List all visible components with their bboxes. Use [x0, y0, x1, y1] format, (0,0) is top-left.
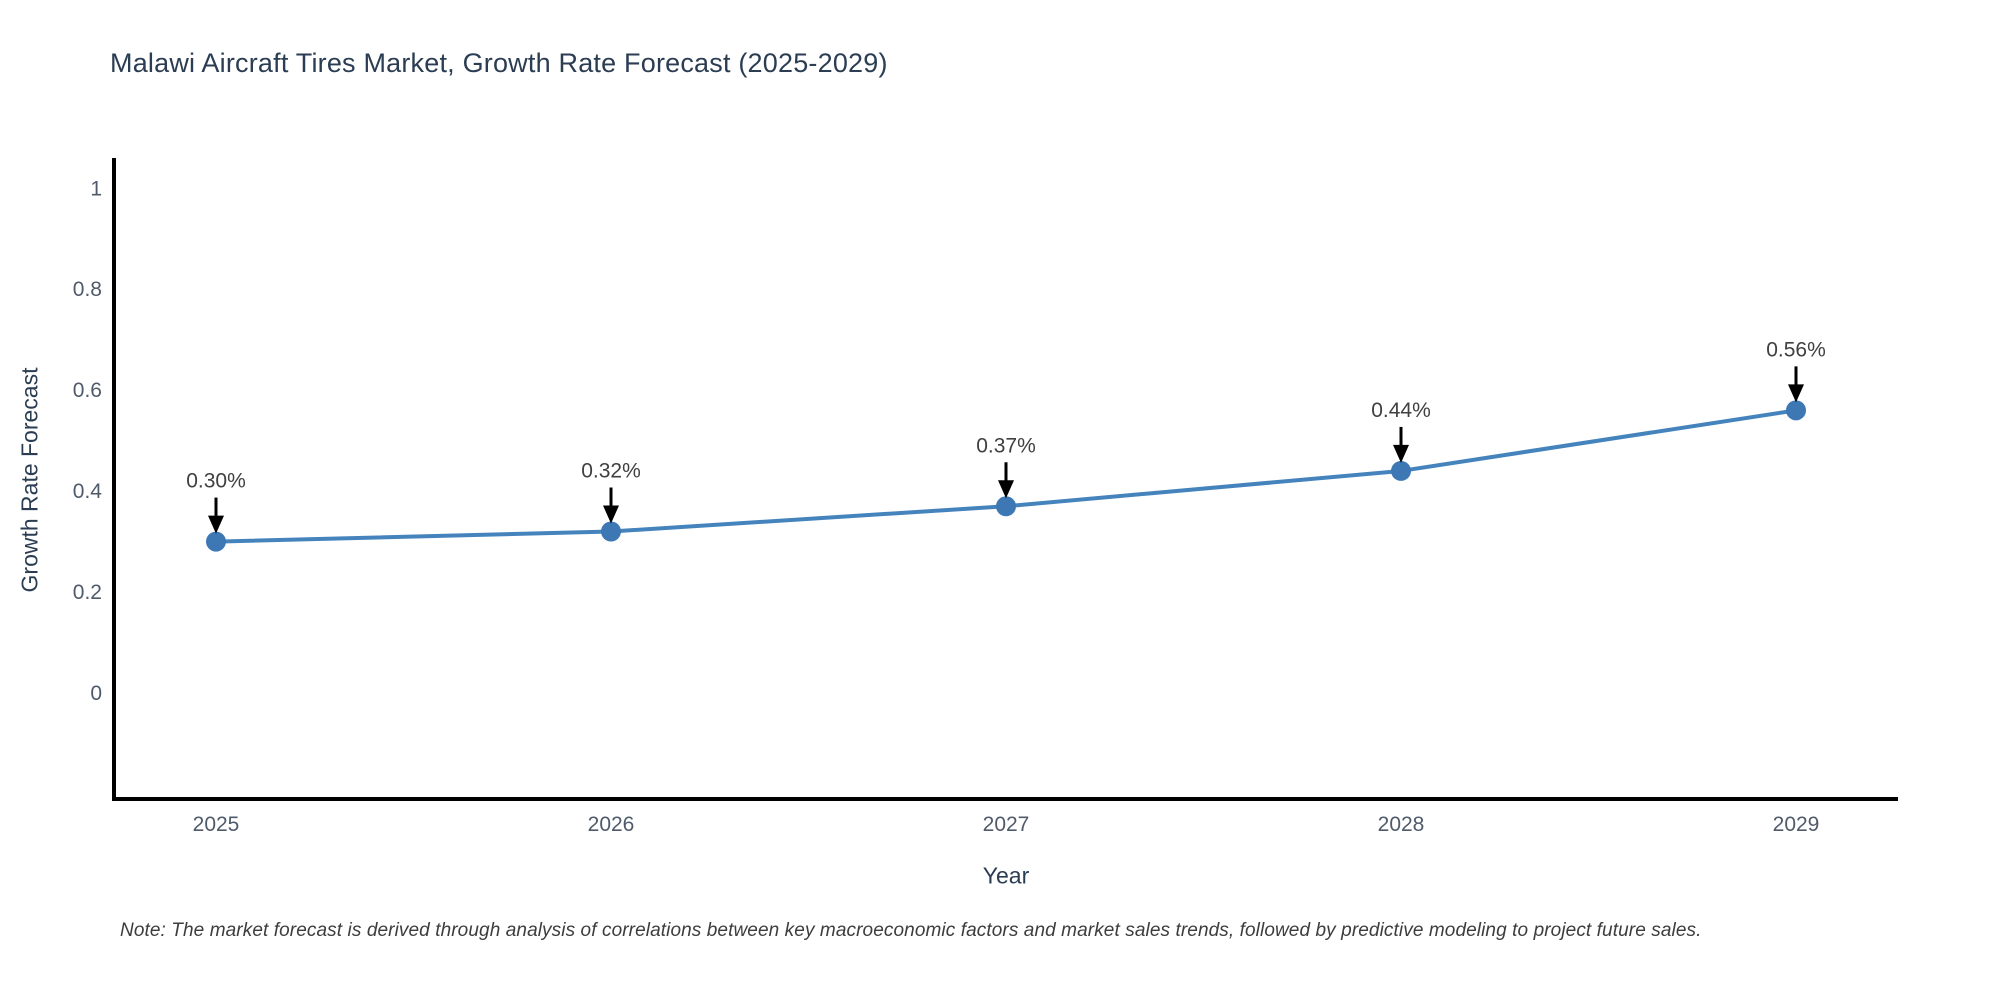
footnote: Note: The market forecast is derived thr… — [120, 920, 1702, 941]
chart-title: Malawi Aircraft Tires Market, Growth Rat… — [110, 48, 888, 78]
data-point-label: 0.37% — [976, 434, 1036, 457]
x-axis-title: Year — [982, 862, 1030, 889]
x-tick-label: 2027 — [983, 813, 1030, 836]
y-tick-label: 0.6 — [73, 379, 102, 402]
data-point-label: 0.30% — [186, 470, 246, 493]
y-tick-label: 0 — [90, 682, 102, 705]
data-point-marker — [1786, 400, 1806, 421]
y-tick-label: 0.2 — [73, 581, 102, 604]
x-tick-label: 2028 — [1378, 813, 1425, 836]
y-tick-label: 0.4 — [73, 480, 103, 503]
axis-spines — [112, 158, 1898, 801]
data-point-label: 0.32% — [581, 459, 641, 482]
data-point-label: 0.56% — [1766, 338, 1826, 361]
data-point-marker — [1391, 460, 1411, 481]
annotation-arrow-head — [1788, 384, 1804, 403]
annotation-arrow-head — [603, 505, 619, 524]
y-tick-label: 1 — [90, 177, 102, 200]
data-point-marker — [996, 496, 1016, 517]
data-point-marker — [601, 521, 621, 542]
data-point-label: 0.44% — [1371, 399, 1431, 422]
annotation-arrow-head — [998, 480, 1014, 499]
y-tick-label: 0.8 — [73, 278, 102, 301]
annotation-arrow-head — [1393, 444, 1409, 463]
annotation-arrow-head — [208, 515, 224, 534]
data-point-marker — [206, 531, 226, 552]
x-tick-label: 2029 — [1773, 813, 1820, 836]
x-tick-label: 2025 — [193, 813, 240, 836]
x-tick-label: 2026 — [588, 813, 635, 836]
